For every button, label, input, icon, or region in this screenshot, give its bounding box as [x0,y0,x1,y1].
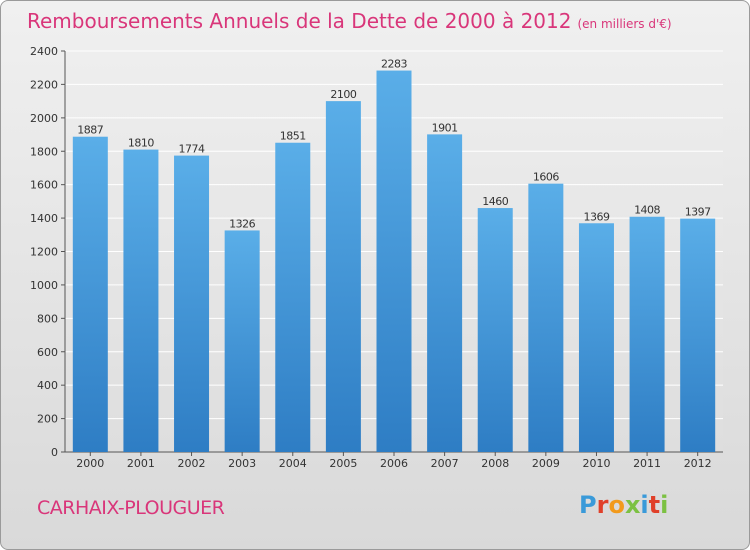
bar [123,149,159,452]
bar [275,142,311,452]
bar [174,155,210,452]
bar [427,134,463,453]
x-tick-label: 2009 [532,457,560,470]
chart-title: Remboursements Annuels de la Dette de 20… [27,9,672,33]
logo-letter: i [640,491,649,519]
y-tick-label: 2200 [30,78,58,91]
x-tick-label: 2001 [127,457,155,470]
x-tick-label: 2004 [279,457,307,470]
logo-letter: t [648,491,661,519]
data-label: 1887 [77,124,103,137]
bar [629,216,665,452]
chart-title-text: Remboursements Annuels de la Dette de 20… [27,9,572,33]
bar [528,183,564,452]
y-tick-label: 600 [37,346,58,359]
data-label: 1326 [229,217,255,230]
x-tick-label: 2006 [380,457,408,470]
bar [680,218,716,452]
x-tick-label: 2008 [481,457,509,470]
y-tick-label: 2400 [30,45,58,58]
logo-letter: r [596,491,609,519]
logo-letter: o [608,491,625,519]
chart-subtitle: (en milliers d'€) [577,17,672,31]
bar [325,101,361,452]
data-label: 1774 [179,143,205,156]
data-label: 1851 [280,130,306,143]
data-label: 1369 [583,210,609,223]
x-tick-label: 2002 [178,457,206,470]
x-tick-label: 2011 [633,457,661,470]
data-label: 1397 [685,206,711,219]
x-tick-label: 2012 [684,457,712,470]
logo-letter: P [579,491,597,519]
data-label: 1810 [128,137,154,150]
y-tick-label: 0 [51,446,58,459]
bar [477,208,513,452]
proxiti-logo: Proxiti [579,491,668,519]
x-tick-label: 2007 [431,457,459,470]
y-tick-label: 1200 [30,246,58,259]
data-label: 2283 [381,58,407,71]
y-tick-label: 1800 [30,145,58,158]
y-tick-label: 2000 [30,112,58,125]
data-label: 2100 [330,88,356,101]
y-tick-label: 200 [37,413,58,426]
bar [72,136,108,452]
y-tick-label: 1000 [30,279,58,292]
bar [224,230,260,452]
bar [578,223,614,452]
y-tick-label: 1400 [30,212,58,225]
logo-letter: i [660,491,669,519]
x-tick-label: 2005 [329,457,357,470]
y-tick-label: 800 [37,312,58,325]
location-name: CARHAIX-PLOUGUER [37,497,225,519]
logo-letter: x [624,491,641,519]
x-tick-label: 2003 [228,457,256,470]
bar [376,70,412,452]
data-label: 1606 [533,171,559,184]
y-tick-label: 1600 [30,179,58,192]
y-tick-label: 400 [37,379,58,392]
data-label: 1460 [482,195,508,208]
data-label: 1408 [634,204,660,217]
x-tick-label: 2000 [76,457,104,470]
x-tick-label: 2010 [582,457,610,470]
data-label: 1901 [432,121,458,134]
